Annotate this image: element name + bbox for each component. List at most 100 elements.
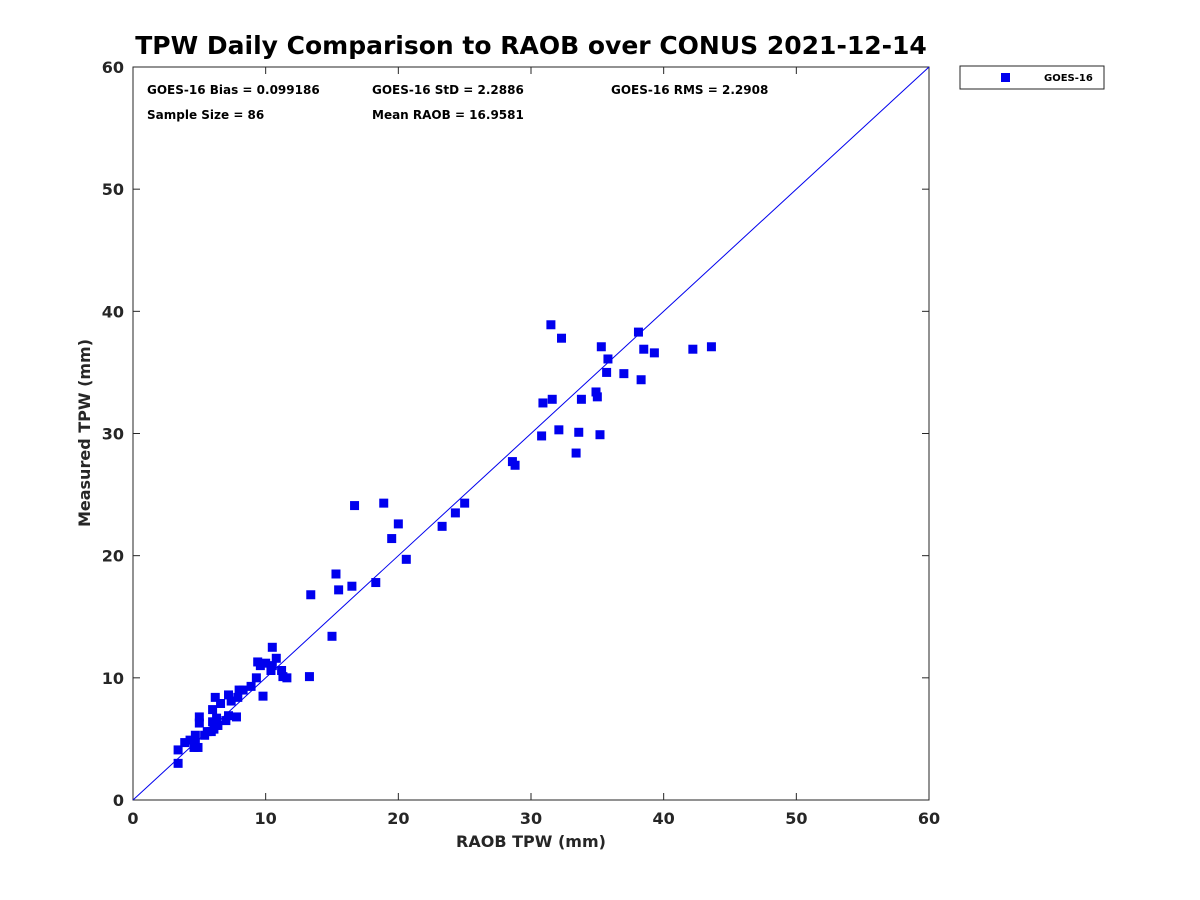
data-point: [185, 735, 195, 745]
chart-title: TPW Daily Comparison to RAOB over CONUS …: [135, 31, 927, 60]
data-point: [350, 501, 360, 511]
x-tick-label: 50: [785, 809, 807, 828]
data-point: [546, 320, 556, 330]
data-point: [306, 590, 316, 600]
data-point: [282, 673, 292, 683]
data-point: [194, 718, 204, 728]
bias-annotation: GOES-16 Bias = 0.099186: [147, 83, 320, 97]
data-point: [460, 498, 470, 508]
legend: GOES-16: [959, 65, 1105, 90]
data-point: [379, 498, 389, 508]
data-point: [387, 534, 397, 544]
data-point: [190, 730, 200, 740]
x-tick-label: 60: [918, 809, 940, 828]
x-tick-label: 30: [520, 809, 542, 828]
data-point: [401, 554, 411, 564]
data-point: [216, 698, 226, 708]
y-axis-label: Measured TPW (mm): [75, 339, 94, 527]
data-point: [193, 742, 203, 752]
data-point: [574, 427, 584, 437]
data-point: [251, 673, 261, 683]
data-point: [226, 696, 236, 706]
data-point: [437, 521, 447, 531]
data-point: [591, 387, 601, 397]
data-point: [173, 745, 183, 755]
data-point: [224, 711, 234, 721]
data-point: [246, 681, 256, 691]
legend-marker: [1001, 73, 1010, 82]
data-point: [592, 392, 602, 402]
data-point: [649, 348, 659, 358]
y-tick-label: 60: [102, 58, 124, 77]
data-point: [266, 666, 276, 676]
data-point: [255, 661, 265, 671]
data-point: [327, 631, 337, 641]
data-point: [706, 342, 716, 352]
y-tick-label: 10: [102, 669, 124, 688]
x-tick-label: 0: [127, 809, 138, 828]
data-point: [571, 448, 581, 458]
std-annotation: GOES-16 StD = 2.2886: [372, 83, 524, 97]
y-tick-label: 0: [113, 791, 124, 810]
y-axis: 0 10 20 30 40 50 60: [102, 58, 929, 810]
data-point: [450, 508, 460, 518]
data-point: [393, 519, 403, 529]
data-point: [233, 692, 243, 702]
data-point: [688, 344, 698, 354]
x-tick-label: 20: [387, 809, 409, 828]
x-tick-label: 40: [653, 809, 675, 828]
data-point: [224, 690, 234, 700]
sample-size-annotation: Sample Size = 86: [147, 108, 264, 122]
x-axis: 0 10 20 30 40 50 60: [127, 67, 940, 828]
data-point: [347, 581, 357, 591]
mean-raob-annotation: Mean RAOB = 16.9581: [372, 108, 524, 122]
data-point: [334, 585, 344, 595]
data-point: [595, 430, 605, 440]
data-point: [633, 327, 643, 337]
data-point: [210, 692, 220, 702]
data-point: [180, 738, 190, 748]
data-point: [331, 569, 341, 579]
data-point: [271, 653, 281, 663]
legend-label: GOES-16: [1044, 73, 1093, 84]
data-point: [603, 354, 613, 364]
data-point: [267, 642, 277, 652]
one-to-one-line: [132, 66, 930, 801]
data-point: [304, 672, 314, 682]
rms-annotation: GOES-16 RMS = 2.2908: [611, 83, 768, 97]
data-point: [554, 425, 564, 435]
data-point: [261, 658, 271, 668]
data-point: [538, 398, 548, 408]
data-point: [596, 342, 606, 352]
data-point: [238, 685, 248, 695]
data-point: [557, 333, 567, 343]
data-point: [194, 712, 204, 722]
data-point: [576, 394, 586, 404]
data-point: [267, 661, 277, 671]
data-point: [619, 369, 629, 379]
data-point: [173, 758, 183, 768]
data-point: [510, 460, 520, 470]
data-points: [173, 320, 716, 768]
y-tick-label: 40: [102, 302, 124, 321]
data-point: [636, 375, 646, 385]
data-point: [277, 666, 287, 676]
x-tick-label: 10: [255, 809, 277, 828]
data-point: [258, 691, 268, 701]
y-tick-label: 20: [102, 547, 124, 566]
data-point: [639, 344, 649, 354]
data-point: [221, 716, 231, 726]
data-point: [212, 713, 222, 723]
data-point: [602, 367, 612, 377]
data-point: [537, 431, 547, 441]
y-tick-label: 50: [102, 180, 124, 199]
data-point: [371, 578, 381, 588]
data-point: [547, 394, 557, 404]
data-point: [231, 712, 241, 722]
data-point: [213, 720, 223, 730]
data-point: [208, 705, 218, 715]
x-axis-label: RAOB TPW (mm): [456, 832, 606, 851]
y-tick-label: 30: [102, 425, 124, 444]
legend-box: [959, 65, 1105, 90]
